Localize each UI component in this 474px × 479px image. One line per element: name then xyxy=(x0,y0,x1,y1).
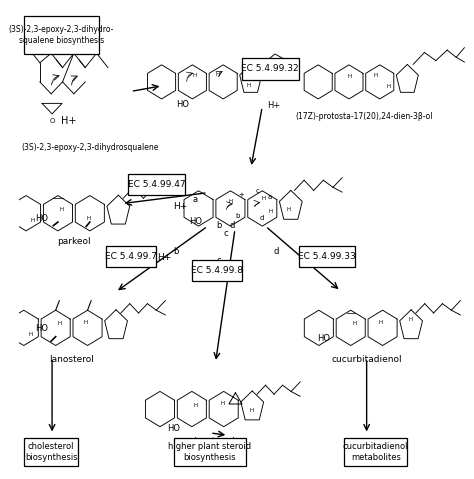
Text: H: H xyxy=(228,199,232,204)
Text: EC 5.4.99.8: EC 5.4.99.8 xyxy=(191,266,243,275)
FancyBboxPatch shape xyxy=(299,246,356,267)
Text: EC 5.4.99.33: EC 5.4.99.33 xyxy=(298,252,356,261)
Text: a: a xyxy=(268,194,272,200)
FancyBboxPatch shape xyxy=(242,58,299,80)
Text: HO: HO xyxy=(189,217,202,226)
Text: H: H xyxy=(216,72,220,77)
Text: H: H xyxy=(348,74,352,79)
Text: H: H xyxy=(246,83,250,88)
Text: H: H xyxy=(269,209,273,214)
Text: c: c xyxy=(255,188,259,194)
FancyBboxPatch shape xyxy=(192,260,242,281)
Text: HO: HO xyxy=(35,324,48,333)
Text: H: H xyxy=(31,218,35,223)
FancyBboxPatch shape xyxy=(128,174,185,195)
Text: H: H xyxy=(193,403,197,408)
Text: H: H xyxy=(86,217,91,221)
Text: H: H xyxy=(28,332,32,337)
Text: H: H xyxy=(57,321,61,327)
Text: H: H xyxy=(409,317,413,322)
Text: EC 5.4.99.7: EC 5.4.99.7 xyxy=(105,252,156,261)
Text: cholesterol
biosynthesis: cholesterol biosynthesis xyxy=(25,442,77,462)
Text: d: d xyxy=(273,247,279,256)
Text: H: H xyxy=(379,320,383,325)
Text: +: + xyxy=(238,192,245,197)
Text: H: H xyxy=(387,84,391,89)
FancyBboxPatch shape xyxy=(106,246,155,267)
Text: HO: HO xyxy=(167,423,180,433)
Text: H: H xyxy=(352,321,356,327)
Text: higher plant steroid
biosynthesis: higher plant steroid biosynthesis xyxy=(168,442,252,462)
Text: H+: H+ xyxy=(173,202,188,211)
Text: (17Z)-protosta-17(20),24-dien-3β-ol: (17Z)-protosta-17(20),24-dien-3β-ol xyxy=(296,112,433,121)
Text: H+: H+ xyxy=(323,252,337,262)
FancyBboxPatch shape xyxy=(174,438,246,467)
Text: a: a xyxy=(193,195,198,205)
Text: EC 5.4.99.47: EC 5.4.99.47 xyxy=(128,180,185,189)
Text: H: H xyxy=(250,408,254,413)
Text: HO: HO xyxy=(317,334,330,343)
Text: c: c xyxy=(224,229,228,238)
FancyBboxPatch shape xyxy=(24,16,99,54)
FancyBboxPatch shape xyxy=(24,438,78,467)
Text: cucurbitadienol
metabolites: cucurbitadienol metabolites xyxy=(343,442,409,462)
Text: H: H xyxy=(59,207,64,212)
Text: b: b xyxy=(173,247,179,256)
Text: H: H xyxy=(373,73,377,78)
Text: H+: H+ xyxy=(267,101,280,110)
Text: H: H xyxy=(286,207,291,212)
Text: H: H xyxy=(261,196,265,201)
Text: cycloartenol: cycloartenol xyxy=(180,436,236,445)
Text: H+: H+ xyxy=(208,270,222,279)
Text: +: + xyxy=(256,69,262,75)
FancyBboxPatch shape xyxy=(344,438,408,467)
Text: O: O xyxy=(49,118,55,124)
Text: cucurbitadienol: cucurbitadienol xyxy=(331,355,402,365)
Text: H+: H+ xyxy=(157,252,171,262)
Text: HO: HO xyxy=(36,214,49,223)
Text: EC 5.4.99.32: EC 5.4.99.32 xyxy=(241,65,299,73)
Text: b: b xyxy=(236,213,240,219)
Text: H: H xyxy=(84,320,88,325)
Text: (3S)-2,3-epoxy-2,3-dihydro-
squalene biosynthesis: (3S)-2,3-epoxy-2,3-dihydro- squalene bio… xyxy=(9,25,114,45)
Text: c: c xyxy=(217,255,221,264)
Text: d: d xyxy=(229,221,235,229)
Text: lanosterol: lanosterol xyxy=(49,355,94,365)
Text: d: d xyxy=(260,216,264,221)
Text: parkeol: parkeol xyxy=(57,238,91,246)
Text: (3S)-2,3-epoxy-2,3-dihydrosqualene: (3S)-2,3-epoxy-2,3-dihydrosqualene xyxy=(21,143,158,152)
Text: H+: H+ xyxy=(61,116,76,126)
Text: H: H xyxy=(192,73,197,78)
Text: HO: HO xyxy=(176,100,189,109)
Text: b: b xyxy=(217,221,222,229)
Text: H: H xyxy=(220,401,224,406)
